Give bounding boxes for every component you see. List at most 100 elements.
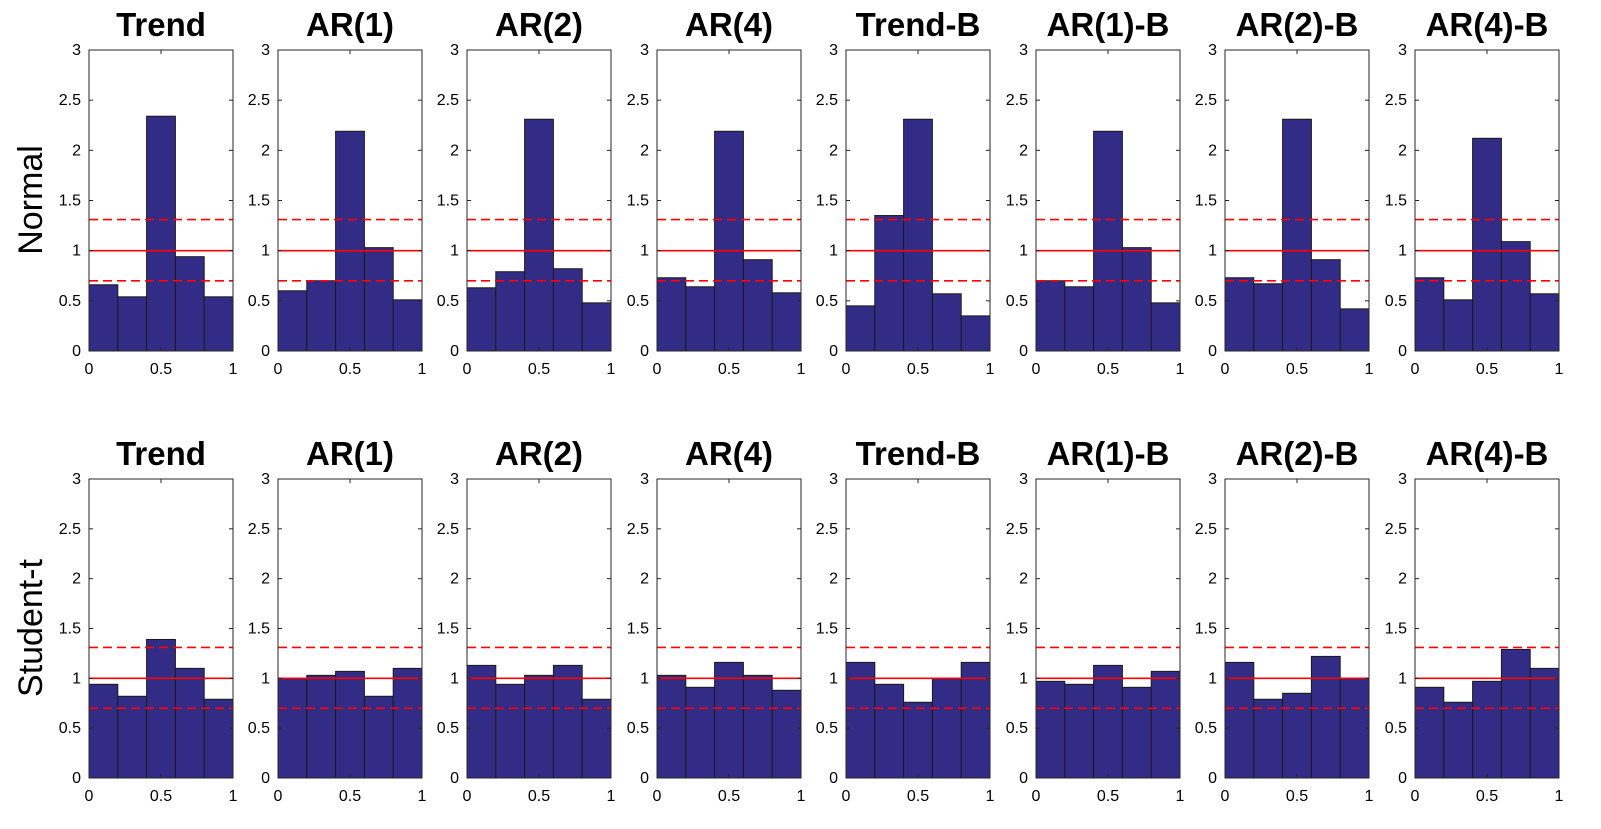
y-tick-label: 3 bbox=[1398, 42, 1407, 59]
x-tick-label: 0 bbox=[842, 361, 851, 378]
y-tick-label: 0 bbox=[829, 770, 838, 787]
x-tick-label: 0.5 bbox=[150, 361, 172, 378]
x-tick-label: 0 bbox=[653, 788, 662, 805]
panel-normal-ar-1-b: 0 0.5 1 1.5 2 2.5 3 0 0.5 1 AR(1)-B bbox=[1006, 6, 1185, 378]
y-tick-label: 1 bbox=[1398, 243, 1407, 260]
histogram-bar bbox=[685, 286, 716, 352]
y-tick-label: 2 bbox=[72, 142, 81, 159]
x-tick-label: 0.5 bbox=[1476, 361, 1498, 378]
y-tick-label: 0 bbox=[829, 343, 838, 360]
x-tick-label: 1 bbox=[1365, 788, 1374, 805]
histogram-bar bbox=[306, 674, 337, 779]
histogram-bar bbox=[931, 677, 962, 779]
y-tick-label: 2.5 bbox=[1195, 521, 1217, 538]
x-tick-label: 0 bbox=[85, 788, 94, 805]
panel-student-t-ar-2-b: 0 0.5 1 1.5 2 2.5 3 0 0.5 1 AR(2)-B bbox=[1195, 435, 1374, 805]
y-tick-label: 0 bbox=[1208, 770, 1217, 787]
x-tick-label: 0.5 bbox=[907, 788, 929, 805]
y-tick-label: 2.5 bbox=[437, 92, 459, 109]
y-tick-label: 1 bbox=[829, 670, 838, 687]
histogram-bar bbox=[1500, 241, 1531, 352]
y-tick-label: 1.5 bbox=[1385, 193, 1407, 210]
histogram-bar bbox=[960, 661, 991, 779]
histogram-bar bbox=[931, 293, 962, 352]
histogram-bar bbox=[392, 299, 423, 352]
y-tick-label: 1.5 bbox=[248, 193, 270, 210]
histogram-bar bbox=[1339, 677, 1370, 779]
y-tick-label: 1 bbox=[450, 243, 459, 260]
histogram-bar bbox=[1529, 667, 1560, 779]
y-tick-label: 1.5 bbox=[1006, 193, 1028, 210]
y-tick-label: 1 bbox=[640, 243, 649, 260]
histogram-bar bbox=[146, 115, 176, 352]
histogram-bar bbox=[117, 296, 148, 352]
histogram-bar bbox=[1093, 130, 1123, 352]
y-tick-label: 0.5 bbox=[248, 293, 270, 310]
panel-normal-ar-4-b: 0 0.5 1 1.5 2 2.5 3 0 0.5 1 AR(4)-B bbox=[1385, 6, 1564, 378]
histogram-bar bbox=[1282, 692, 1312, 779]
y-tick-label: 2 bbox=[72, 571, 81, 588]
x-tick-label: 0 bbox=[1411, 788, 1420, 805]
y-tick-label: 2 bbox=[1208, 142, 1217, 159]
histogram-bar bbox=[771, 292, 802, 352]
panel-title: AR(2)-B bbox=[1236, 435, 1359, 472]
y-tick-label: 1 bbox=[1398, 670, 1407, 687]
x-tick-label: 0.5 bbox=[528, 788, 550, 805]
histogram-bar bbox=[1529, 293, 1560, 352]
histogram-bar bbox=[845, 305, 876, 352]
y-tick-label: 0 bbox=[72, 343, 81, 360]
y-tick-label: 0.5 bbox=[248, 720, 270, 737]
y-tick-label: 0.5 bbox=[437, 293, 459, 310]
y-tick-label: 2.5 bbox=[627, 521, 649, 538]
histogram-bar bbox=[524, 674, 554, 779]
histogram-bar bbox=[174, 667, 205, 779]
panel-student-t-trend-b: 0 0.5 1 1.5 2 2.5 3 0 0.5 1 Trend-B bbox=[816, 435, 995, 805]
histogram-bar bbox=[1224, 277, 1255, 352]
y-tick-label: 2.5 bbox=[248, 92, 270, 109]
histogram-bar bbox=[1414, 686, 1445, 779]
y-tick-label: 2.5 bbox=[1385, 521, 1407, 538]
histogram-bar bbox=[742, 674, 773, 779]
y-tick-label: 0 bbox=[72, 770, 81, 787]
panel-title: AR(1) bbox=[306, 435, 394, 472]
histogram-bar bbox=[1150, 302, 1181, 352]
y-tick-label: 2 bbox=[829, 142, 838, 159]
y-tick-label: 1.5 bbox=[1385, 621, 1407, 638]
y-tick-label: 2.5 bbox=[59, 521, 81, 538]
y-tick-label: 2 bbox=[640, 142, 649, 159]
y-tick-label: 1 bbox=[640, 670, 649, 687]
histogram-bar bbox=[203, 296, 234, 352]
panel-title: Trend-B bbox=[856, 435, 981, 472]
y-tick-label: 3 bbox=[72, 471, 81, 488]
x-tick-label: 1 bbox=[418, 788, 427, 805]
x-tick-label: 0 bbox=[1221, 788, 1230, 805]
y-tick-label: 1.5 bbox=[816, 193, 838, 210]
histogram-bar bbox=[277, 677, 308, 779]
y-tick-label: 2 bbox=[1019, 142, 1028, 159]
panel-title: AR(4)-B bbox=[1426, 6, 1549, 43]
panel-title: AR(1)-B bbox=[1047, 6, 1170, 43]
histogram-bar bbox=[335, 130, 365, 352]
y-tick-label: 3 bbox=[640, 42, 649, 59]
y-tick-label: 0.5 bbox=[59, 293, 81, 310]
x-tick-label: 0 bbox=[463, 788, 472, 805]
x-tick-label: 0.5 bbox=[718, 361, 740, 378]
histogram-bar bbox=[335, 670, 365, 779]
y-tick-label: 0 bbox=[640, 770, 649, 787]
y-tick-label: 0.5 bbox=[627, 720, 649, 737]
y-tick-label: 2.5 bbox=[816, 521, 838, 538]
histogram-bar bbox=[363, 247, 394, 352]
y-tick-label: 2.5 bbox=[59, 92, 81, 109]
y-tick-label: 0 bbox=[1019, 343, 1028, 360]
histogram-bar bbox=[903, 118, 933, 352]
histogram-bar bbox=[466, 287, 497, 352]
y-tick-label: 2.5 bbox=[1006, 92, 1028, 109]
y-tick-label: 2 bbox=[261, 142, 270, 159]
y-tick-label: 1.5 bbox=[627, 193, 649, 210]
histogram-bar bbox=[874, 215, 905, 352]
panel-title: AR(2) bbox=[495, 6, 583, 43]
y-tick-label: 0.5 bbox=[1006, 293, 1028, 310]
y-tick-label: 1 bbox=[1208, 243, 1217, 260]
y-tick-label: 2 bbox=[450, 142, 459, 159]
y-tick-label: 0.5 bbox=[1195, 720, 1217, 737]
